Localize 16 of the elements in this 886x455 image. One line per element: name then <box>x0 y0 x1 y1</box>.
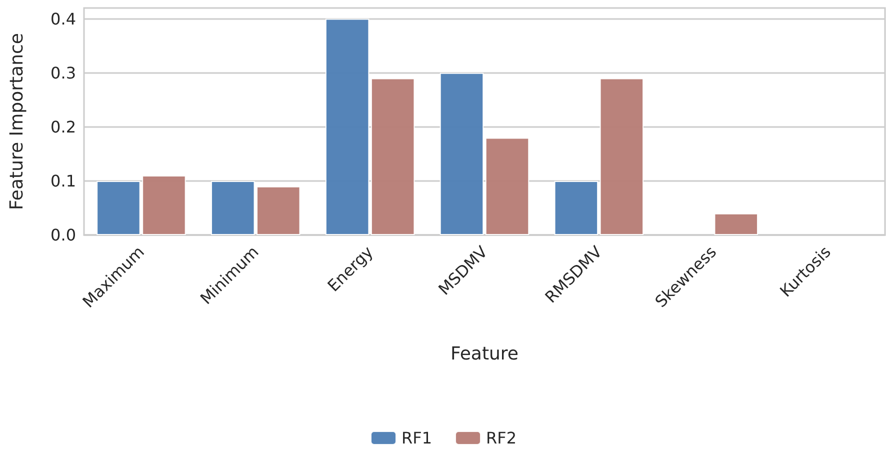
bar <box>370 78 415 235</box>
x-axis-title: Feature <box>450 344 519 364</box>
y-tick-label: 0.3 <box>50 63 76 82</box>
y-tick-label: 0.4 <box>50 9 76 28</box>
bar <box>714 213 758 235</box>
bar <box>554 180 598 235</box>
bar <box>485 138 530 235</box>
bar <box>440 72 484 235</box>
legend-label: RF1 <box>402 428 432 448</box>
y-tick-label: 0.1 <box>50 171 76 190</box>
bar <box>600 78 644 235</box>
y-axis-title: Feature Importance <box>6 33 28 210</box>
bar <box>325 18 370 235</box>
y-tick-label: 0.0 <box>50 226 76 244</box>
legend-label: RF2 <box>486 428 516 448</box>
y-tick-label: 0.2 <box>50 117 76 136</box>
